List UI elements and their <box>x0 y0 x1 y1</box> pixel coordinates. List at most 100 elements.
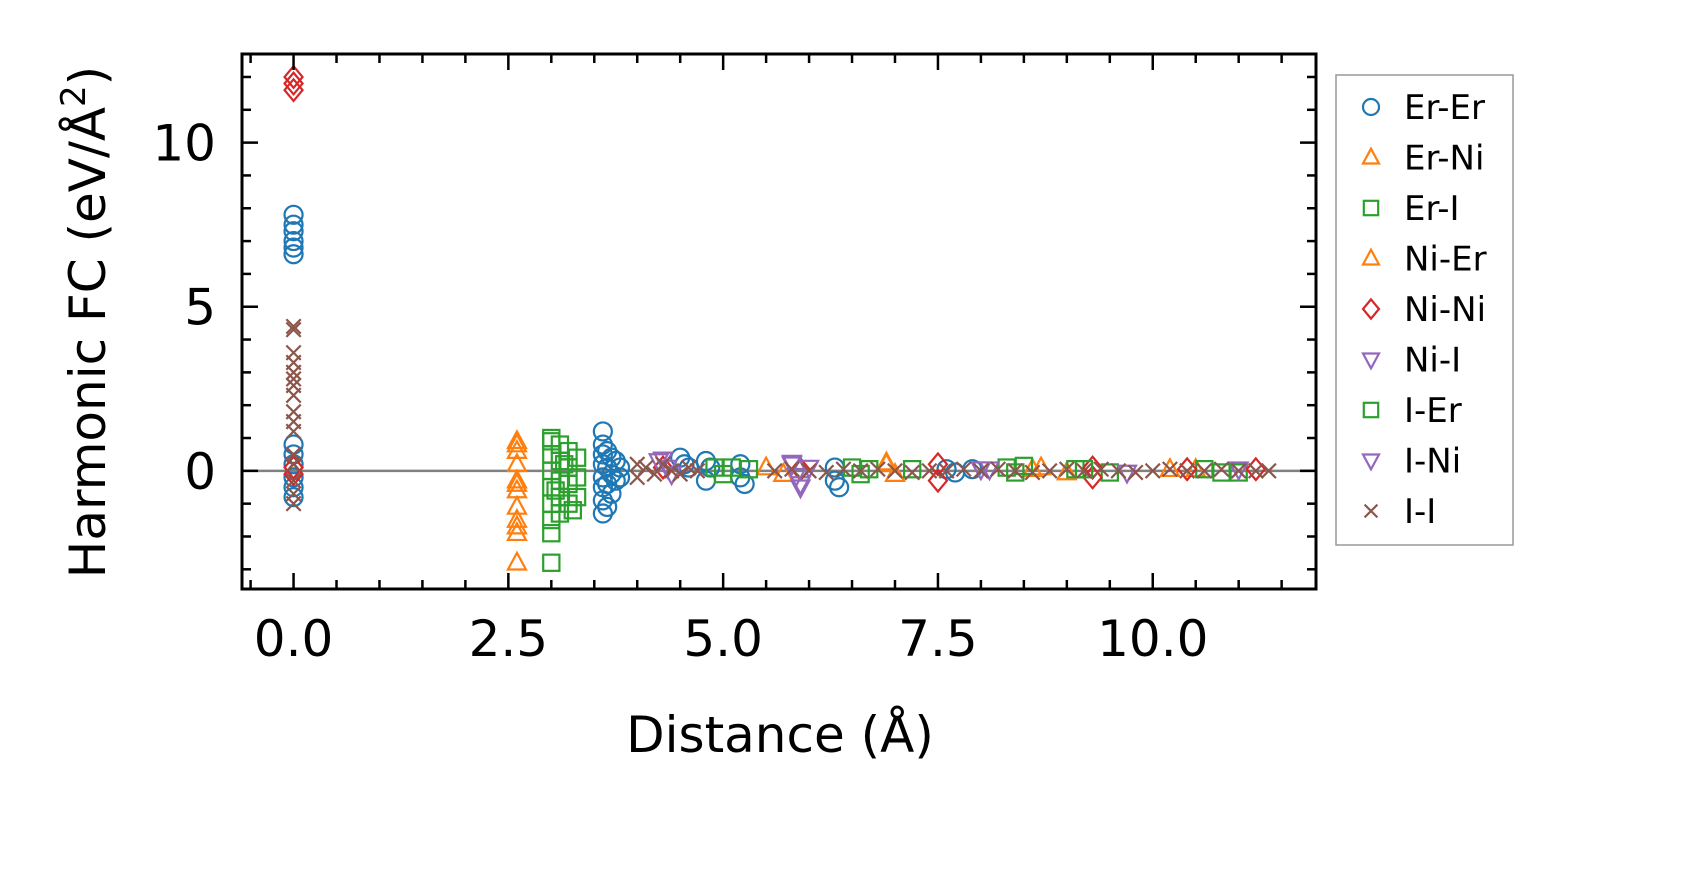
data-point-stroke <box>285 456 302 473</box>
y-axis-label: Harmonic FC (eV/Å2) <box>54 66 117 578</box>
plot-area: 0.0 2.5 5.0 7.5 10.0 0 5 10 <box>152 52 1318 668</box>
data-point-stroke <box>655 456 671 473</box>
data-point <box>1213 461 1230 478</box>
data-point <box>689 462 706 479</box>
legend: Er-Er Er-Ni Er-I Ni-Er Ni-Ni Ni-I I-Er I-Ni I-I <box>1335 74 1514 546</box>
y-axis-label-close: ) <box>59 66 117 86</box>
data-point-stroke <box>1041 462 1058 479</box>
data-point <box>1161 461 1178 478</box>
data-point-stroke <box>1110 462 1127 479</box>
data-point <box>542 553 561 572</box>
data-point-stroke <box>285 472 302 489</box>
data-point <box>546 481 565 500</box>
data-point <box>285 472 302 489</box>
data-point <box>592 421 613 442</box>
data-point <box>1058 461 1075 478</box>
data-point-stroke <box>869 461 886 478</box>
data-point-stroke <box>921 462 938 479</box>
data-point-stroke <box>1179 462 1196 479</box>
data-point-stroke <box>783 461 800 478</box>
data-point-stroke <box>285 364 302 381</box>
data-point-stroke <box>1058 461 1075 478</box>
data-point <box>506 468 528 489</box>
data-point <box>875 450 898 471</box>
data-point-stroke <box>285 321 302 338</box>
data-point <box>1260 462 1277 479</box>
x-tick-label: 5.0 <box>683 610 763 668</box>
data-point <box>927 451 949 477</box>
data-point <box>789 476 812 497</box>
data-point-stroke <box>1144 462 1161 479</box>
data-point <box>283 64 304 90</box>
data-point <box>1076 462 1092 479</box>
data-point-stroke <box>680 459 697 476</box>
data-point <box>629 456 646 473</box>
data-point <box>672 466 689 483</box>
data-point <box>734 473 755 495</box>
series-i-i <box>285 318 1277 512</box>
legend-label: I-I <box>1404 492 1436 532</box>
data-point <box>1014 456 1034 476</box>
legend-marker <box>1361 352 1381 371</box>
data-point-stroke <box>637 459 654 476</box>
data-point-stroke <box>938 462 955 479</box>
data-point <box>1196 462 1213 479</box>
data-point-stroke <box>818 464 835 481</box>
data-point <box>506 514 528 535</box>
data-point-stroke <box>689 462 706 479</box>
legend-marker <box>1362 401 1380 419</box>
data-point-stroke <box>1230 462 1247 479</box>
data-point-stroke <box>904 464 921 481</box>
data-point <box>835 461 852 478</box>
data-point <box>285 364 302 381</box>
data-point <box>652 455 674 481</box>
data-point-stroke <box>1213 461 1230 478</box>
legend-marker <box>1361 453 1381 472</box>
data-point <box>829 477 850 498</box>
data-point <box>563 501 582 520</box>
data-point <box>597 473 618 495</box>
data-point <box>852 462 869 479</box>
legend-marker-stroke <box>1363 503 1379 519</box>
data-point <box>818 464 835 481</box>
data-point-stroke <box>1161 461 1178 478</box>
legend-marker <box>1361 247 1381 266</box>
data-point-stroke <box>766 462 783 479</box>
data-point <box>904 464 921 481</box>
data-point <box>1247 462 1264 479</box>
data-point <box>1041 462 1058 479</box>
data-point <box>285 423 302 440</box>
data-point <box>567 448 587 467</box>
legend-box <box>1335 74 1514 546</box>
data-point <box>283 77 304 103</box>
data-point <box>1230 462 1247 479</box>
legend-label: I-Er <box>1404 391 1462 431</box>
data-point <box>783 461 800 478</box>
data-point <box>1007 462 1024 479</box>
data-point <box>680 459 697 476</box>
data-point-stroke <box>285 318 302 335</box>
data-point-stroke <box>285 370 302 387</box>
data-point <box>789 479 812 500</box>
data-point <box>887 462 903 479</box>
legend-marker <box>1361 146 1381 165</box>
data-point-stroke <box>285 387 302 404</box>
data-point <box>554 455 574 474</box>
axes-frame <box>240 52 1318 591</box>
data-point <box>283 71 304 97</box>
data-point-stroke <box>1024 464 1041 481</box>
data-point <box>601 483 622 504</box>
data-point <box>605 470 626 491</box>
data-point <box>506 550 528 571</box>
axis-ticks <box>242 54 1316 589</box>
data-point <box>869 461 886 478</box>
legend-marker <box>1363 503 1379 519</box>
data-point <box>637 459 654 476</box>
data-point <box>1144 462 1161 479</box>
legend-label: I-Ni <box>1404 442 1461 482</box>
data-point <box>567 487 587 507</box>
axis-tick-labels: 0.0 2.5 5.0 7.5 10.0 0 5 10 <box>152 115 1208 668</box>
data-point-stroke <box>285 423 302 440</box>
data-point <box>283 455 304 481</box>
